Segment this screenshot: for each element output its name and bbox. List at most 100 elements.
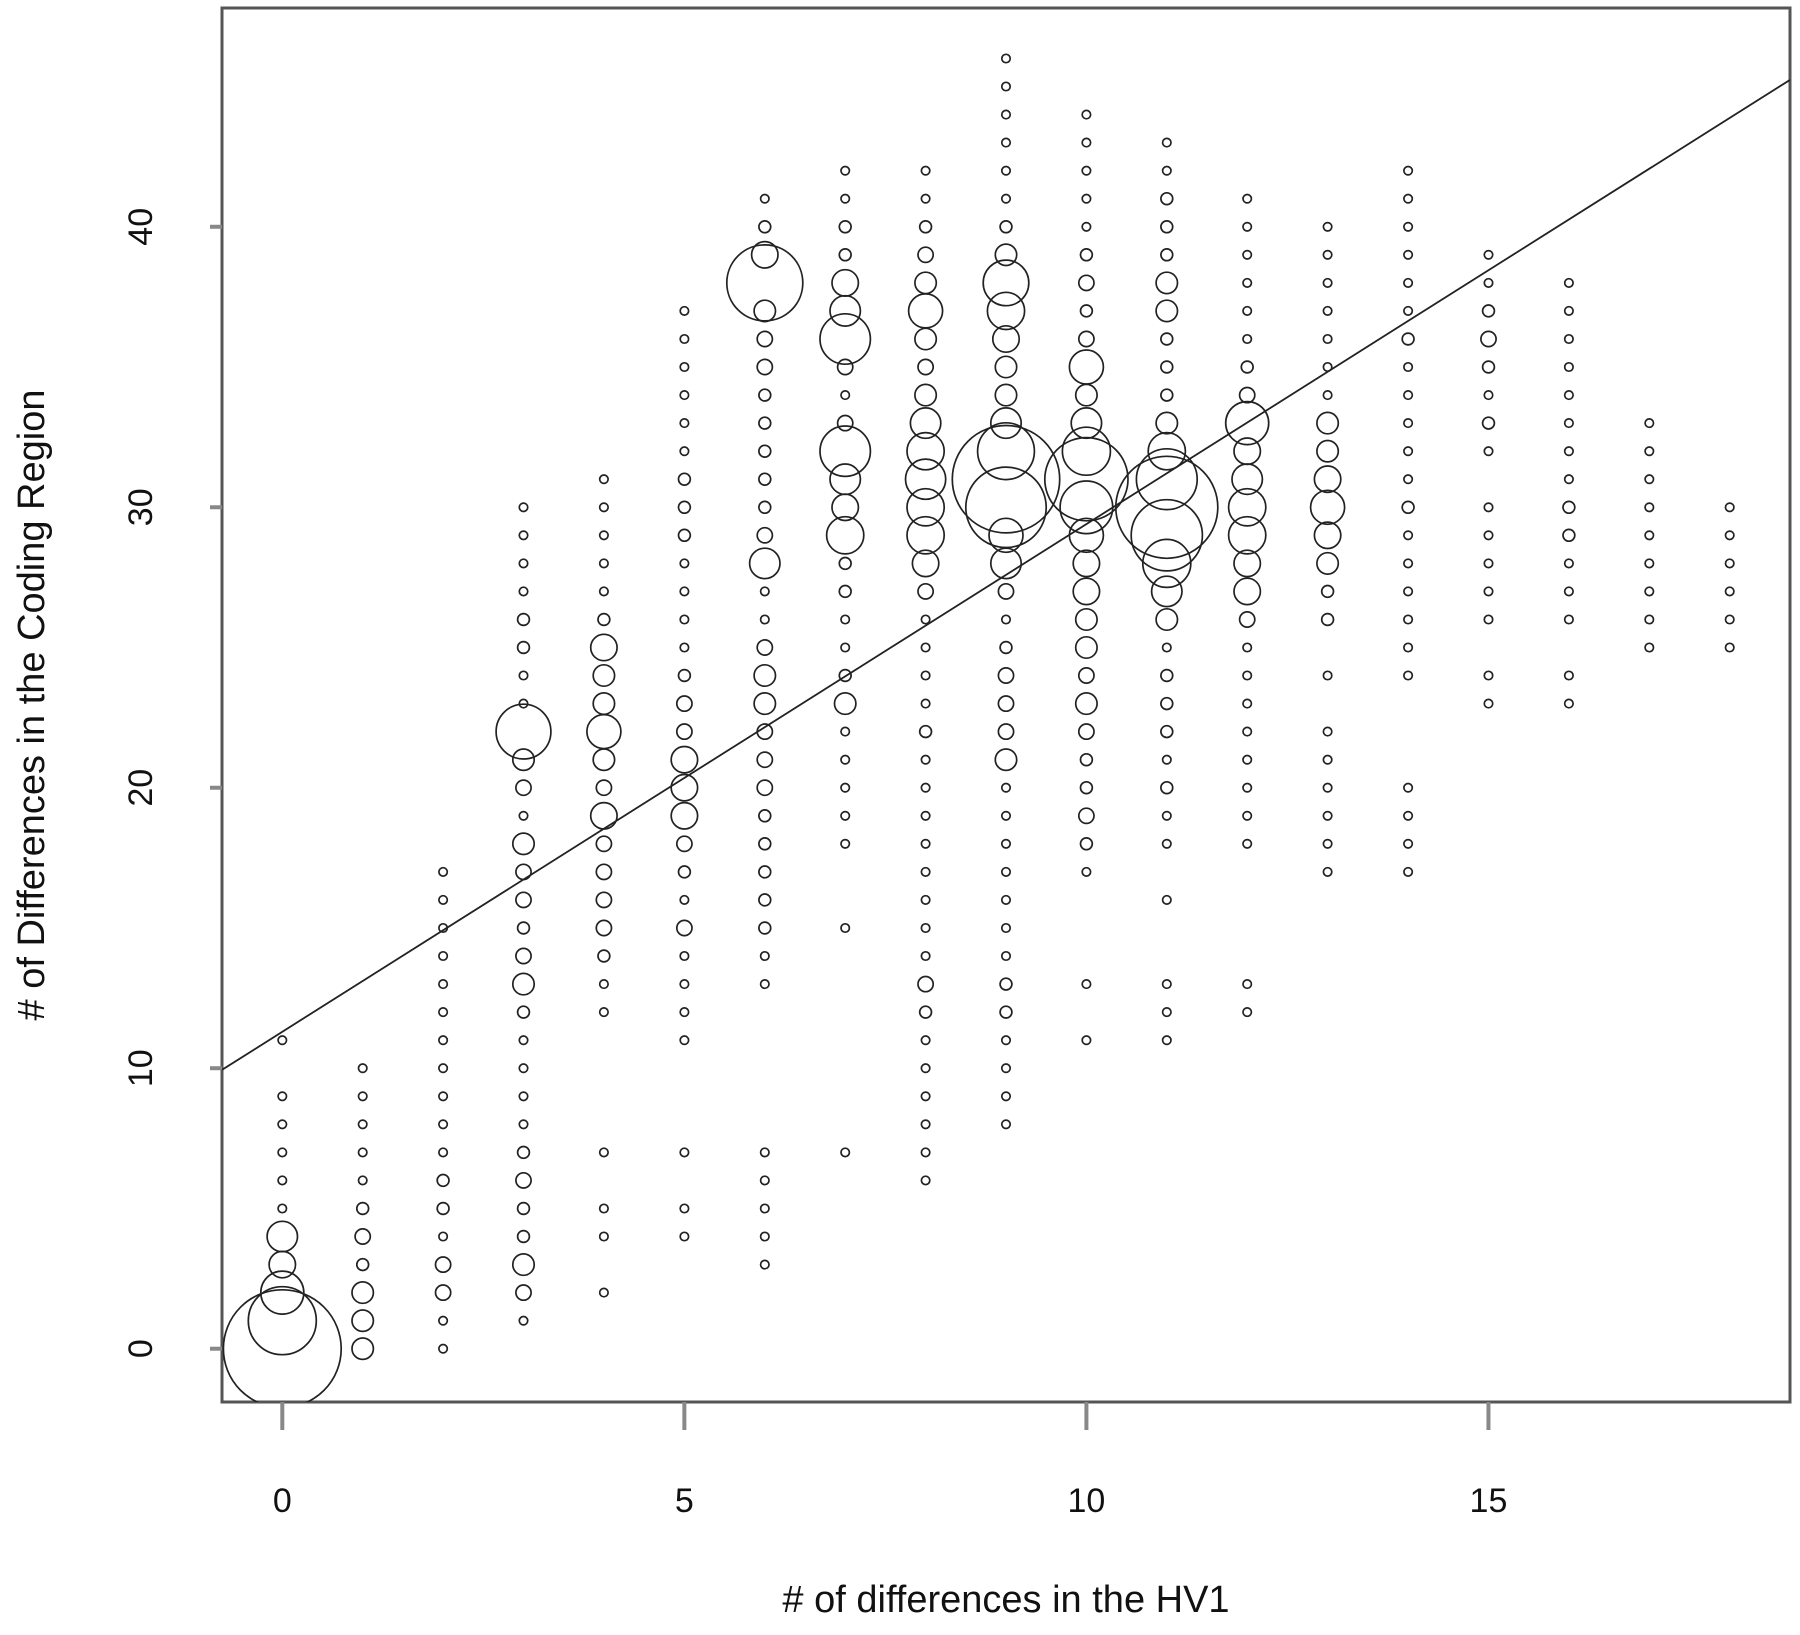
data-point xyxy=(438,1343,449,1354)
data-point xyxy=(1240,360,1254,374)
data-point xyxy=(1316,439,1340,463)
data-point xyxy=(1081,866,1092,877)
data-point xyxy=(1403,474,1414,485)
data-point xyxy=(1160,724,1174,739)
data-point xyxy=(1563,558,1574,569)
data-point xyxy=(1079,780,1094,795)
data-point xyxy=(1724,586,1735,597)
data-point xyxy=(1401,500,1415,515)
data-point xyxy=(518,586,529,597)
data-point xyxy=(1403,249,1414,260)
data-point xyxy=(1242,726,1253,737)
data-point xyxy=(1242,810,1253,821)
data-point xyxy=(277,1119,288,1130)
data-point xyxy=(1000,81,1012,92)
data-point xyxy=(1563,474,1574,485)
data-point xyxy=(1403,446,1414,457)
data-point xyxy=(1079,304,1094,318)
data-point xyxy=(1000,1119,1012,1130)
data-point xyxy=(982,259,1030,307)
data-point xyxy=(438,1147,449,1158)
data-point xyxy=(1227,515,1267,555)
data-point xyxy=(1724,502,1735,513)
x-tick-label: 0 xyxy=(273,1482,292,1520)
y-tick-label: 10 xyxy=(122,1049,160,1087)
data-point xyxy=(1000,838,1012,849)
y-axis: 0 10 20 30 40 xyxy=(122,208,222,1358)
data-point xyxy=(1161,1035,1172,1046)
data-point xyxy=(1242,193,1253,204)
data-point xyxy=(1644,614,1655,625)
data-point xyxy=(825,515,865,555)
data-point xyxy=(518,502,529,513)
data-point xyxy=(679,1147,690,1158)
data-point xyxy=(1160,220,1174,234)
data-point xyxy=(1077,723,1095,741)
data-point xyxy=(920,950,931,962)
data-point xyxy=(518,1119,529,1130)
data-point xyxy=(438,894,449,905)
data-point xyxy=(1000,866,1012,877)
data-point xyxy=(1322,221,1333,232)
data-point xyxy=(675,835,693,853)
data-point xyxy=(277,1091,288,1102)
data-point xyxy=(918,220,933,234)
data-point xyxy=(1135,447,1199,511)
data-point xyxy=(920,1091,931,1102)
data-point xyxy=(917,975,935,993)
data-point xyxy=(516,640,531,655)
data-point xyxy=(1000,53,1012,64)
data-point xyxy=(355,1201,370,1216)
data-point xyxy=(357,1175,368,1186)
data-point xyxy=(999,977,1013,991)
data-point xyxy=(1000,614,1012,625)
data-point xyxy=(989,407,1023,440)
data-point xyxy=(357,1063,368,1074)
data-point xyxy=(1563,614,1574,625)
y-axis-title: # of Differences in the Coding Region xyxy=(11,390,53,1021)
data-point xyxy=(351,1337,375,1361)
data-point xyxy=(259,1270,305,1315)
data-point xyxy=(1070,407,1103,440)
data-point xyxy=(836,358,854,376)
data-point xyxy=(1079,248,1094,262)
y-tick-label: 0 xyxy=(122,1339,160,1358)
data-point xyxy=(920,782,931,793)
data-point xyxy=(1483,502,1494,513)
data-point xyxy=(1227,487,1267,527)
data-point xyxy=(1242,838,1253,849)
data-point xyxy=(994,383,1018,407)
data-points xyxy=(222,53,1735,1402)
data-point xyxy=(677,865,692,879)
data-point xyxy=(1160,388,1174,402)
data-point xyxy=(997,582,1015,600)
data-point xyxy=(999,220,1013,234)
data-point xyxy=(758,220,772,234)
data-point xyxy=(1141,538,1192,589)
data-point xyxy=(511,1253,536,1277)
data-point xyxy=(1563,277,1574,288)
data-point xyxy=(1233,549,1262,578)
data-point xyxy=(759,586,770,597)
data-point xyxy=(677,528,692,543)
data-point xyxy=(1322,670,1333,681)
data-point xyxy=(1242,305,1253,316)
data-point xyxy=(1483,698,1494,709)
data-point xyxy=(1724,530,1735,541)
data-point xyxy=(1161,754,1172,765)
data-point xyxy=(840,726,851,737)
data-point xyxy=(1161,979,1172,990)
data-point xyxy=(833,692,857,716)
data-point xyxy=(1644,446,1655,457)
data-point xyxy=(1081,109,1092,120)
data-point xyxy=(917,246,935,264)
data-point xyxy=(1563,670,1574,681)
data-point xyxy=(1081,979,1092,990)
data-point xyxy=(1562,500,1576,515)
data-point xyxy=(906,487,946,527)
data-point xyxy=(438,1091,449,1102)
data-point xyxy=(1403,418,1414,429)
data-point xyxy=(1322,726,1333,737)
data-point xyxy=(1161,1007,1172,1018)
data-point xyxy=(1233,577,1262,606)
